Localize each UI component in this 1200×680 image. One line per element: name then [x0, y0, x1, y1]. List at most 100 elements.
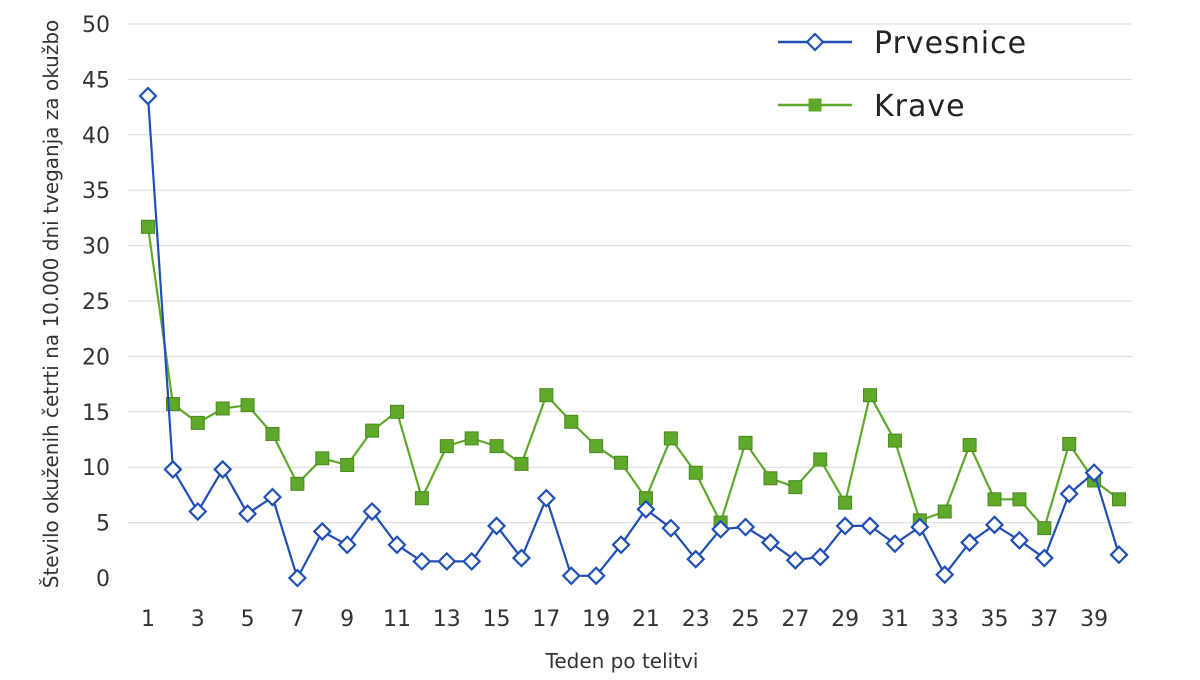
data-point	[960, 532, 980, 553]
legend-item: Prvesnice	[778, 26, 1027, 61]
data-point	[240, 398, 255, 413]
x-tick-label: 7	[290, 607, 304, 632]
data-point	[937, 504, 952, 519]
data-point	[1059, 484, 1079, 504]
data-point	[735, 517, 756, 537]
data-point	[238, 504, 258, 524]
data-point	[1037, 521, 1052, 536]
data-point	[1009, 530, 1029, 550]
data-point	[290, 476, 305, 491]
x-tick-label: 35	[981, 607, 1009, 632]
data-point	[663, 431, 678, 446]
data-point	[1062, 436, 1077, 451]
legend: Prvesnice Krave	[778, 26, 1027, 124]
x-tick-label: 21	[632, 607, 660, 632]
y-tick-label: 25	[82, 290, 110, 315]
legend-marker	[808, 98, 822, 112]
data-point	[686, 549, 706, 569]
data-point	[340, 457, 355, 472]
x-tick-label: 39	[1080, 607, 1108, 632]
data-point	[835, 516, 855, 536]
data-point	[365, 423, 380, 438]
y-tick-label: 5	[96, 512, 110, 537]
y-tick-label: 10	[82, 456, 110, 481]
series-krave	[141, 219, 1126, 536]
x-tick-label: 27	[781, 607, 809, 632]
data-point	[265, 426, 280, 441]
x-tick-label: 33	[931, 607, 959, 632]
x-tick-label: 37	[1030, 607, 1058, 632]
legend-label: Prvesnice	[874, 26, 1027, 61]
data-point	[389, 404, 404, 419]
data-point	[763, 471, 778, 486]
series-line	[146, 226, 1120, 531]
data-point	[1012, 492, 1027, 507]
data-point	[962, 438, 977, 453]
data-point	[511, 548, 532, 568]
legend-label: Krave	[874, 89, 966, 124]
data-point	[464, 431, 479, 446]
x-tick-label: 23	[682, 607, 710, 632]
y-tick-label: 0	[96, 567, 110, 592]
legend-item: Krave	[778, 89, 966, 124]
y-axis-label: Število okuženih četrti na 10.000 dni tv…	[39, 20, 63, 589]
data-point	[614, 455, 629, 470]
data-point	[586, 566, 606, 586]
data-point	[987, 492, 1002, 507]
y-tick-label: 35	[82, 179, 110, 204]
data-point	[1109, 545, 1129, 565]
data-point	[437, 551, 457, 571]
data-point	[661, 518, 681, 538]
legend-marker	[805, 32, 825, 52]
data-point	[1084, 463, 1104, 483]
x-axis-label: Teden po telitvi	[545, 649, 699, 673]
data-point	[711, 519, 731, 539]
data-point	[539, 388, 554, 403]
data-point	[813, 452, 828, 467]
data-point	[213, 459, 233, 479]
data-point	[387, 535, 407, 555]
data-point	[564, 414, 579, 429]
data-point	[215, 401, 230, 416]
data-point	[138, 86, 158, 106]
x-tick-label: 19	[582, 607, 610, 632]
series-prvesnice	[138, 86, 1129, 588]
data-point	[788, 480, 803, 495]
data-point	[810, 547, 830, 567]
data-point	[885, 534, 905, 554]
data-point	[738, 435, 753, 450]
x-tick-label: 11	[383, 607, 411, 632]
data-point	[1112, 492, 1126, 507]
y-tick-label: 45	[82, 68, 110, 93]
data-point	[487, 516, 507, 536]
data-point	[785, 550, 805, 570]
data-point	[760, 532, 780, 553]
data-point	[536, 488, 556, 508]
data-point	[287, 568, 307, 588]
x-tick-label: 3	[191, 607, 205, 632]
x-tick-label: 5	[241, 607, 255, 632]
data-point	[188, 501, 208, 522]
data-point	[414, 491, 429, 506]
data-point	[190, 415, 205, 430]
x-tick-label: 29	[831, 607, 859, 632]
x-tick-label: 9	[340, 607, 354, 632]
x-tick-label: 15	[483, 607, 511, 632]
data-point	[312, 521, 332, 542]
x-tick-label: 31	[881, 607, 909, 632]
data-point	[984, 515, 1005, 535]
y-tick-label: 15	[82, 401, 110, 426]
data-point	[935, 565, 955, 585]
data-point	[1034, 548, 1054, 568]
x-tick-label: 13	[433, 607, 461, 632]
data-point	[838, 495, 853, 510]
data-point	[462, 551, 482, 571]
data-point	[688, 465, 703, 480]
data-point	[163, 459, 183, 479]
y-tick-label: 40	[82, 124, 110, 149]
y-tick-label: 20	[82, 345, 110, 370]
data-point	[611, 535, 631, 555]
y-tick-label: 30	[82, 235, 110, 260]
data-point	[910, 517, 930, 537]
